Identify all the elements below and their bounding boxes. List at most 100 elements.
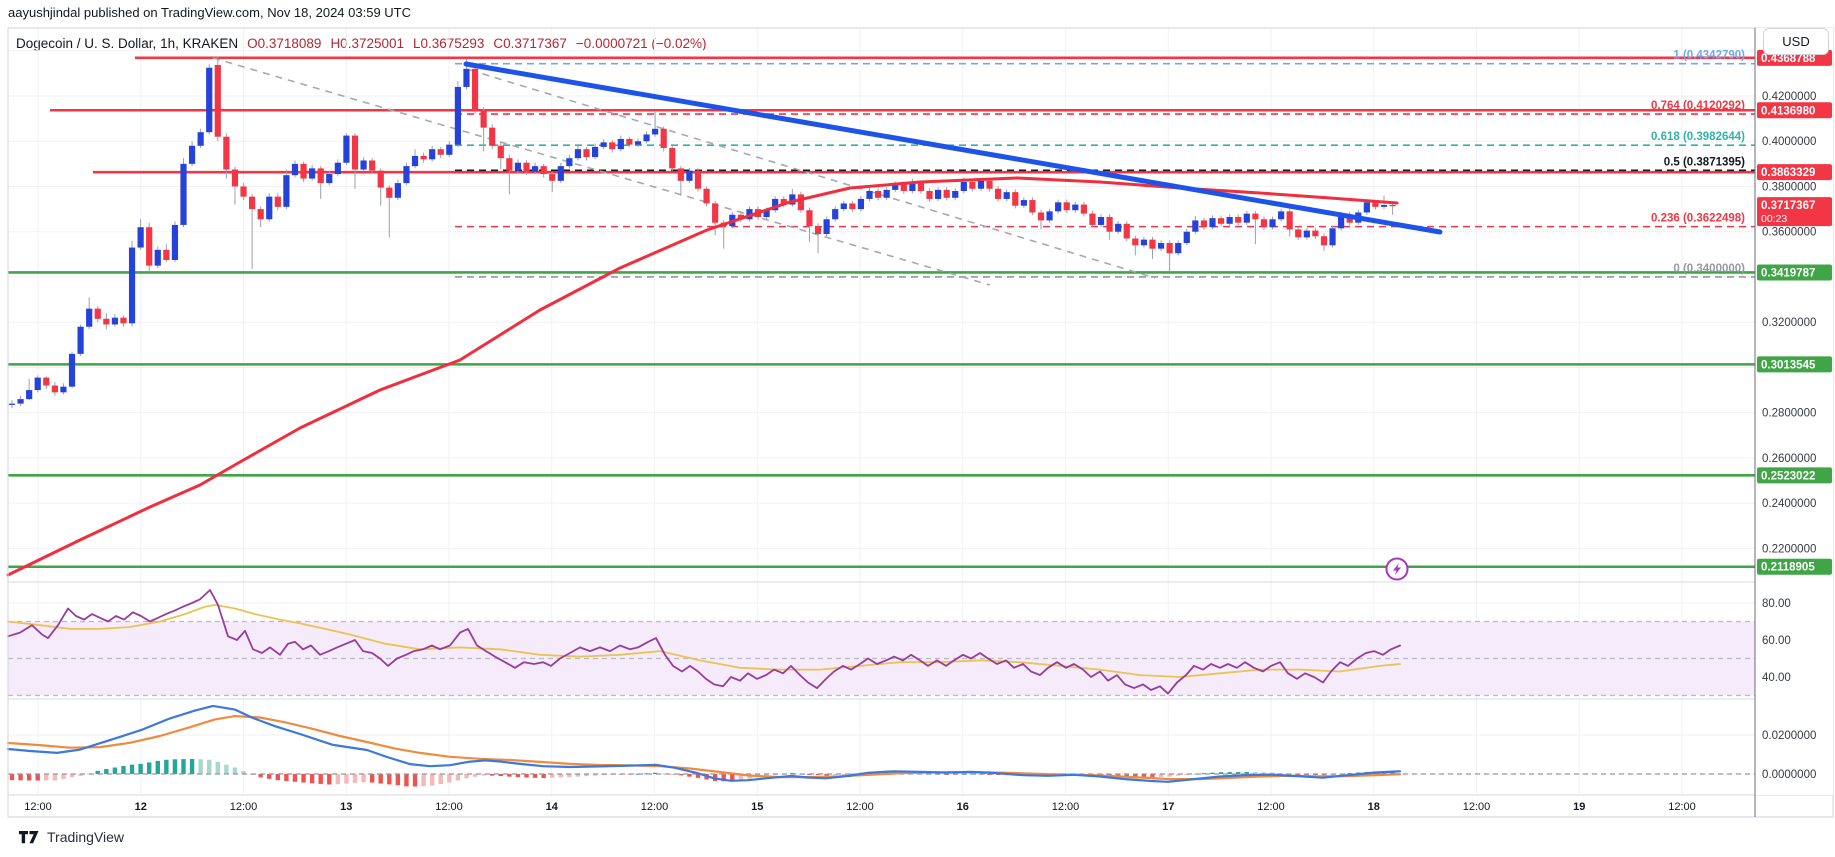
candle-down xyxy=(1295,229,1302,238)
time-axis[interactable]: 12:00 12 12:00 13 12:00 14 12:00 15 12:00 16 12:00… xyxy=(24,801,1696,813)
candle-down xyxy=(806,210,813,227)
macd-histogram-bar xyxy=(292,774,298,782)
time-label-hour: 12:00 xyxy=(24,801,52,813)
chart-frame xyxy=(7,27,1834,818)
symbol-legend: Dogecoin / U. S. Dollar, 1h, KRAKEN O0.3… xyxy=(16,36,707,51)
macd-histogram-bar xyxy=(1244,771,1249,774)
candle-down xyxy=(917,183,925,192)
macd-histogram-bar xyxy=(1261,772,1267,774)
macd-histogram-bar xyxy=(1141,774,1147,777)
candle-up xyxy=(1097,217,1105,225)
price-chip-green xyxy=(1757,264,1832,281)
price-axis[interactable]: 0.4200000 0.4000000 0.3800000 0.3600000 0.32… xyxy=(1754,28,1833,817)
candle-up xyxy=(1140,239,1147,246)
candle-up xyxy=(463,68,470,87)
candle-down xyxy=(1217,218,1225,224)
price-chip-value: 0.3013545 xyxy=(1761,359,1816,371)
fib-label: 0 (0.3400000) xyxy=(1673,263,1745,275)
candle-down xyxy=(489,127,496,146)
candle-down xyxy=(163,249,170,260)
macd-histogram-bar xyxy=(652,772,658,774)
time-label-hour: 12:00 xyxy=(1052,801,1080,813)
rsi-axis-label: 40.00 xyxy=(1762,672,1791,684)
candle-up xyxy=(617,138,624,150)
countdown-timer: 00:23 xyxy=(1761,213,1787,225)
candle-up xyxy=(1269,219,1276,228)
candle-up xyxy=(403,166,410,184)
time-label-day: 12 xyxy=(135,801,147,813)
macd-histogram-bar xyxy=(395,774,401,786)
candle-down xyxy=(274,196,281,207)
time-label-day: 15 xyxy=(751,801,763,813)
macd-histogram-bar xyxy=(850,773,855,775)
candle-down xyxy=(969,181,976,189)
macd-histogram-bar xyxy=(464,774,469,779)
candle-down xyxy=(780,198,787,205)
macd-histogram-bar xyxy=(1236,772,1241,774)
candle-down xyxy=(1029,200,1036,213)
fib-label: 0.236 (0.3622498) xyxy=(1651,213,1745,225)
candle-down xyxy=(43,377,50,386)
candle-down xyxy=(351,135,359,170)
price-axis-label: 0.2400000 xyxy=(1762,498,1816,510)
macd-histogram-bar xyxy=(309,774,315,784)
macd-histogram-bar xyxy=(232,767,238,774)
macd-histogram-bar xyxy=(9,774,15,781)
candle-down xyxy=(874,191,882,198)
candle-up xyxy=(77,326,84,354)
fib-label: 0.618 (0.3982644) xyxy=(1651,131,1745,143)
macd-histogram-bar xyxy=(258,774,263,778)
macd-histogram-bar xyxy=(472,774,478,777)
candle-down xyxy=(231,169,239,187)
candle-down xyxy=(497,145,504,159)
macd-axis-label: 0.0200000 xyxy=(1762,730,1816,742)
candle-down xyxy=(814,226,822,234)
tradingview-logo[interactable]: TradingView xyxy=(18,828,124,846)
candle-up xyxy=(840,203,847,210)
candle-up xyxy=(26,390,33,400)
candle-up xyxy=(334,162,341,175)
price-chip-value: 0.2118905 xyxy=(1761,562,1815,574)
macd-histogram-bar xyxy=(1184,774,1189,775)
candle-up xyxy=(1338,214,1345,229)
candle-up xyxy=(86,308,93,327)
macd-histogram-bar xyxy=(670,774,675,775)
candle-down xyxy=(1106,217,1113,232)
price-chip-red xyxy=(1757,102,1832,119)
macd-histogram-bar xyxy=(592,774,598,776)
candle-down xyxy=(1320,236,1328,246)
candle-up xyxy=(343,135,350,163)
macd-histogram-bar xyxy=(644,773,649,775)
candle-up xyxy=(1329,228,1336,246)
candle-up xyxy=(592,146,599,158)
macd-histogram-bar xyxy=(378,774,383,784)
macd-axis-label: 0.0000000 xyxy=(1762,769,1816,781)
macd-histogram-bar xyxy=(361,774,366,783)
time-label-hour: 12:00 xyxy=(641,801,669,813)
flash-idea-icon[interactable] xyxy=(1385,557,1409,581)
macd-histogram-bar xyxy=(1133,774,1138,777)
price-chip-value: 0.4136980 xyxy=(1761,105,1815,117)
macd-histogram-bar xyxy=(404,774,409,787)
macd-histogram-bar xyxy=(635,773,641,775)
macd-histogram-bar xyxy=(275,774,281,781)
price-axis-label: 0.4000000 xyxy=(1762,136,1816,148)
macd-histogram-bar xyxy=(369,774,375,783)
candle-down xyxy=(420,155,427,160)
price-axis-label: 0.3800000 xyxy=(1762,181,1816,193)
macd-histogram-bar xyxy=(1167,774,1172,777)
currency-toggle-button[interactable]: USD xyxy=(1763,28,1829,55)
macd-histogram-bar xyxy=(730,774,735,782)
candle-down xyxy=(51,385,58,393)
macd-histogram-bar xyxy=(35,774,40,781)
macd-histogram-bar xyxy=(147,762,152,774)
candle-up xyxy=(789,194,796,205)
candle-up xyxy=(909,183,916,192)
candle-up xyxy=(1046,211,1053,221)
publish-attribution: aayushjindal published on TradingView.co… xyxy=(8,5,412,20)
macd-histogram-bar xyxy=(344,774,349,784)
time-label-hour: 12:00 xyxy=(230,801,258,813)
tradingview-logo-icon xyxy=(19,831,39,844)
macd-histogram-bar xyxy=(498,774,503,777)
